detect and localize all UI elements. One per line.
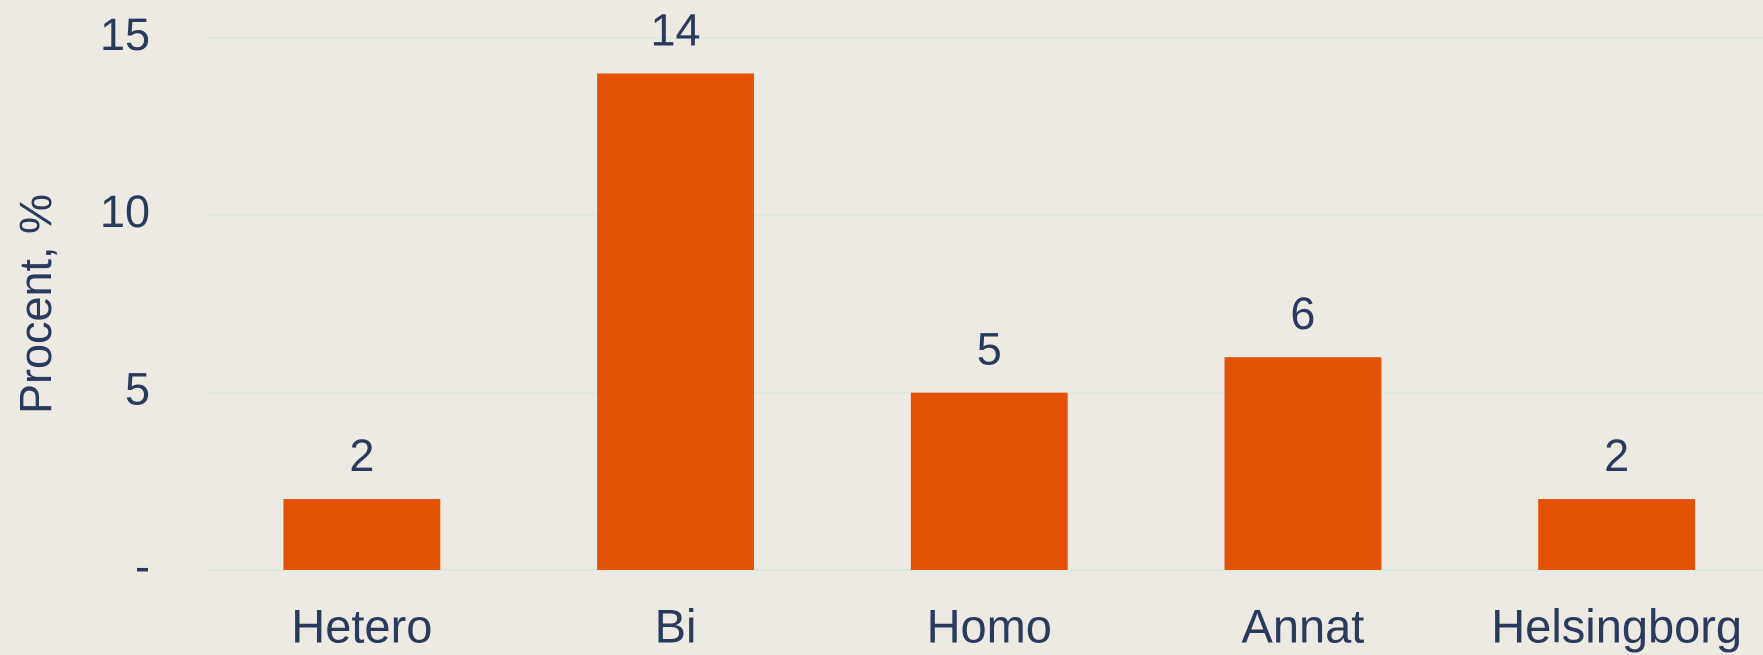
bar (597, 73, 754, 570)
y-tick-label: - (135, 541, 150, 592)
bar (1538, 499, 1696, 570)
bar (910, 392, 1068, 570)
x-tick-label: Helsingborg (1491, 599, 1742, 652)
value-label: 5 (977, 324, 1002, 375)
y-tick-label: 15 (100, 9, 150, 60)
bar (1224, 357, 1382, 570)
x-tick-label: Hetero (291, 599, 432, 652)
y-tick-label: 10 (100, 186, 150, 237)
value-label: 2 (349, 430, 374, 481)
y-axis-label: Procent, % (10, 194, 61, 414)
x-tick-label: Bi (655, 599, 697, 652)
x-tick-label: Annat (1242, 599, 1365, 652)
y-tick-label: 5 (125, 364, 150, 415)
value-label: 2 (1604, 430, 1629, 481)
bar (283, 499, 441, 570)
value-label: 14 (651, 4, 701, 55)
x-tick-label: Homo (927, 599, 1052, 652)
value-label: 6 (1290, 288, 1315, 339)
